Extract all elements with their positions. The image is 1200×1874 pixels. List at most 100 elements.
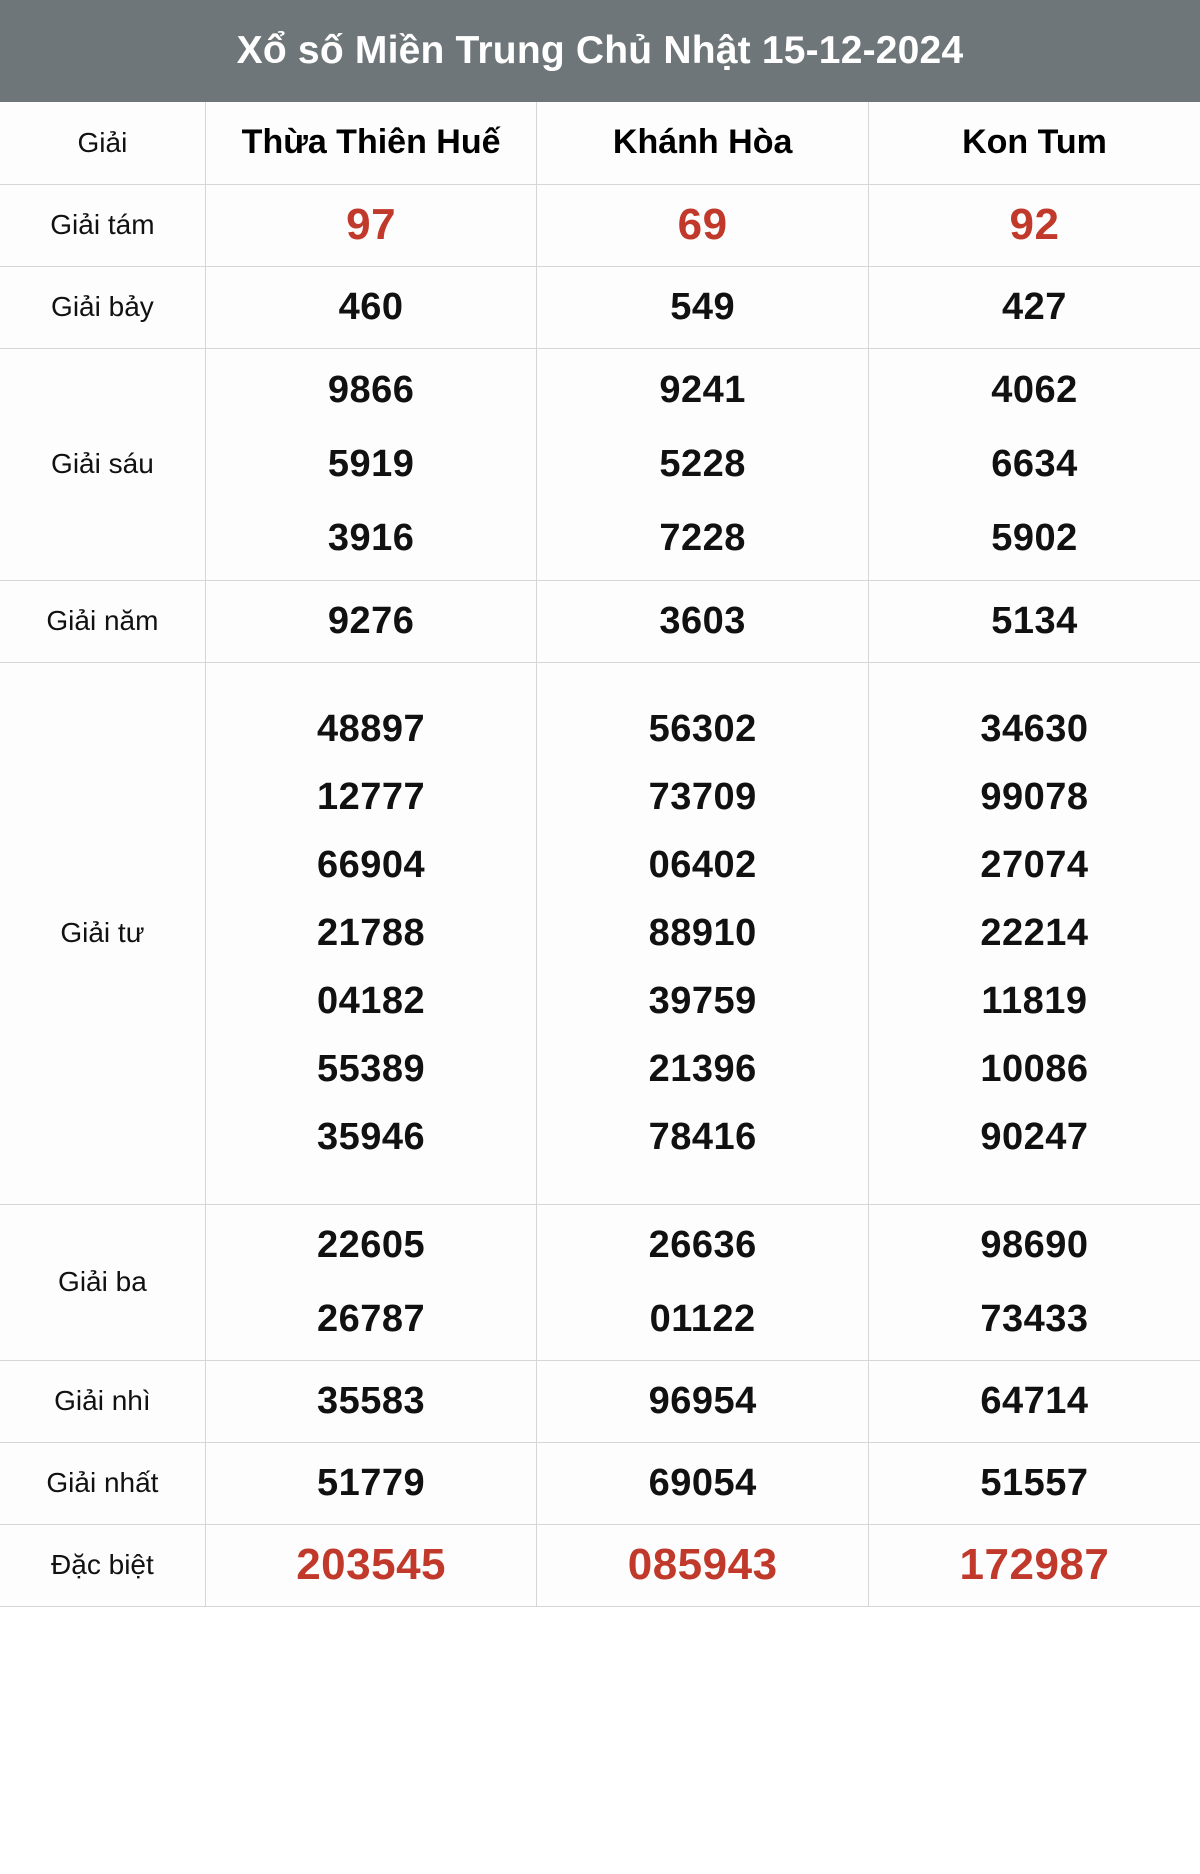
lottery-number: 9866: [327, 369, 415, 411]
number-stack: 35583: [206, 1361, 537, 1442]
result-cell-khanhhoa: 9241 5228 7228: [536, 347, 869, 581]
result-cell-hue: 9276: [204, 579, 538, 663]
number-stack: 203545: [206, 1525, 537, 1606]
column-header-khanhhoa: Khánh Hòa: [536, 102, 869, 185]
number-stack: 98690 73433: [869, 1205, 1200, 1360]
lottery-number: 21396: [648, 1048, 757, 1090]
lottery-number: 6634: [991, 443, 1078, 485]
number-stack: 48897 12777 66904 21788 04182 55389 35946: [206, 663, 537, 1204]
column-header-hue-label: Thừa Thiên Huế: [241, 123, 501, 162]
lottery-number: 66904: [317, 844, 426, 886]
lottery-number: 27074: [980, 844, 1089, 886]
table-row: Đặc biệt 203545 085943 172987: [0, 1523, 1200, 1607]
page-title-bar: Xổ số Miền Trung Chủ Nhật 15-12-2024: [0, 0, 1200, 102]
lottery-number: 97: [346, 200, 397, 249]
lottery-number: 5134: [991, 600, 1078, 642]
prize-label: Giải nhì: [54, 1385, 151, 1416]
lottery-number: 88910: [648, 912, 757, 954]
lottery-number: 51779: [317, 1462, 426, 1504]
prize-label: Giải nhất: [46, 1467, 159, 1498]
prize-label-cell: Giải năm: [0, 579, 206, 663]
lottery-number: 26787: [317, 1298, 426, 1340]
result-cell-hue: 97: [204, 183, 538, 267]
prize-label-cell: Giải tám: [0, 183, 206, 267]
column-header-kontum-label: Kon Tum: [962, 123, 1107, 162]
number-stack: 56302 73709 06402 88910 39759 21396 78416: [537, 663, 868, 1204]
number-stack: 64714: [869, 1361, 1200, 1442]
lottery-number: 51557: [980, 1462, 1089, 1504]
result-cell-hue: 460: [204, 265, 538, 349]
column-header-prize: Giải: [0, 102, 206, 185]
column-header-khanhhoa-label: Khánh Hòa: [612, 123, 793, 162]
lottery-number: 90247: [980, 1116, 1089, 1158]
lottery-number: 12777: [317, 776, 426, 818]
table-row: Giải nhất 51779 69054 51557: [0, 1441, 1200, 1525]
table-header-row: Giải Thừa Thiên Huế Khánh Hòa Kon Tum: [0, 102, 1200, 185]
number-stack: 69: [537, 185, 868, 266]
number-stack: 9241 5228 7228: [537, 349, 868, 580]
lottery-number: 9276: [327, 600, 415, 642]
result-cell-khanhhoa: 085943: [536, 1523, 869, 1607]
result-cell-khanhhoa: 3603: [536, 579, 869, 663]
lottery-number: 78416: [648, 1116, 757, 1158]
prize-label-cell: Đặc biệt: [0, 1523, 206, 1607]
result-cell-hue: 48897 12777 66904 21788 04182 55389 35946: [204, 661, 538, 1205]
result-cell-khanhhoa: 26636 01122: [536, 1203, 869, 1361]
result-cell-kontum: 5134: [867, 579, 1200, 663]
number-stack: 5134: [869, 581, 1200, 662]
table-row: Giải năm 9276 3603 5134: [0, 579, 1200, 663]
result-cell-kontum: 34630 99078 27074 22214 11819 10086 90247: [867, 661, 1200, 1205]
prize-label-cell: Giải tư: [0, 661, 206, 1205]
number-stack: 34630 99078 27074 22214 11819 10086 90247: [869, 663, 1200, 1204]
table-row: Giải nhì 35583 96954 64714: [0, 1359, 1200, 1443]
lottery-number: 48897: [317, 708, 426, 750]
lottery-number: 64714: [980, 1380, 1089, 1422]
lottery-number: 35946: [317, 1116, 426, 1158]
lottery-number: 460: [338, 286, 404, 328]
number-stack: 172987: [869, 1525, 1200, 1606]
prize-label: Đặc biệt: [51, 1549, 154, 1580]
result-cell-hue: 9866 5919 3916: [204, 347, 538, 581]
prize-label-cell: Giải sáu: [0, 347, 206, 581]
result-cell-hue: 203545: [204, 1523, 538, 1607]
result-cell-kontum: 427: [867, 265, 1200, 349]
lottery-number: 92: [1009, 200, 1060, 249]
number-stack: 9276: [206, 581, 537, 662]
lottery-number: 01122: [649, 1298, 756, 1340]
result-cell-khanhhoa: 69: [536, 183, 869, 267]
table-row: Giải ba 22605 26787 26636 01122 98690 73433: [0, 1203, 1200, 1361]
lottery-number: 35583: [317, 1380, 426, 1422]
lottery-results-page: Xổ số Miền Trung Chủ Nhật 15-12-2024 Giả…: [0, 0, 1200, 1607]
lottery-number: 549: [670, 286, 736, 328]
lottery-number: 73433: [980, 1298, 1089, 1340]
number-stack: 26636 01122: [537, 1205, 868, 1360]
lottery-number: 7228: [659, 517, 746, 559]
lottery-number: 5902: [991, 517, 1078, 559]
result-cell-kontum: 51557: [867, 1441, 1200, 1525]
prize-label-cell: Giải nhì: [0, 1359, 206, 1443]
lottery-number: 172987: [959, 1540, 1110, 1589]
number-stack: 92: [869, 185, 1200, 266]
number-stack: 22605 26787: [206, 1205, 537, 1360]
lottery-number: 3916: [327, 517, 415, 559]
lottery-number: 69054: [648, 1462, 757, 1504]
lottery-number: 26636: [648, 1224, 757, 1266]
page-title: Xổ số Miền Trung Chủ Nhật 15-12-2024: [236, 28, 964, 72]
table-body: Giải tám 97 69 92 Giải bảy 460 549 427 Giải sáu 9…: [0, 183, 1200, 1607]
lottery-number: 22605: [317, 1224, 426, 1266]
column-header-hue: Thừa Thiên Huế: [204, 102, 538, 185]
lottery-number: 21788: [317, 912, 426, 954]
lottery-number: 203545: [296, 1540, 447, 1589]
result-cell-kontum: 4062 6634 5902: [867, 347, 1200, 581]
lottery-number: 22214: [980, 912, 1089, 954]
lottery-number: 5919: [327, 443, 415, 485]
lottery-results-table: Giải Thừa Thiên Huế Khánh Hòa Kon Tum Gi…: [0, 102, 1200, 1607]
lottery-number: 10086: [980, 1048, 1089, 1090]
lottery-number: 085943: [627, 1540, 778, 1589]
prize-label-cell: Giải bảy: [0, 265, 206, 349]
result-cell-hue: 51779: [204, 1441, 538, 1525]
prize-label: Giải bảy: [51, 291, 154, 322]
prize-label: Giải tư: [60, 917, 145, 948]
lottery-number: 5228: [659, 443, 746, 485]
number-stack: 4062 6634 5902: [869, 349, 1200, 580]
